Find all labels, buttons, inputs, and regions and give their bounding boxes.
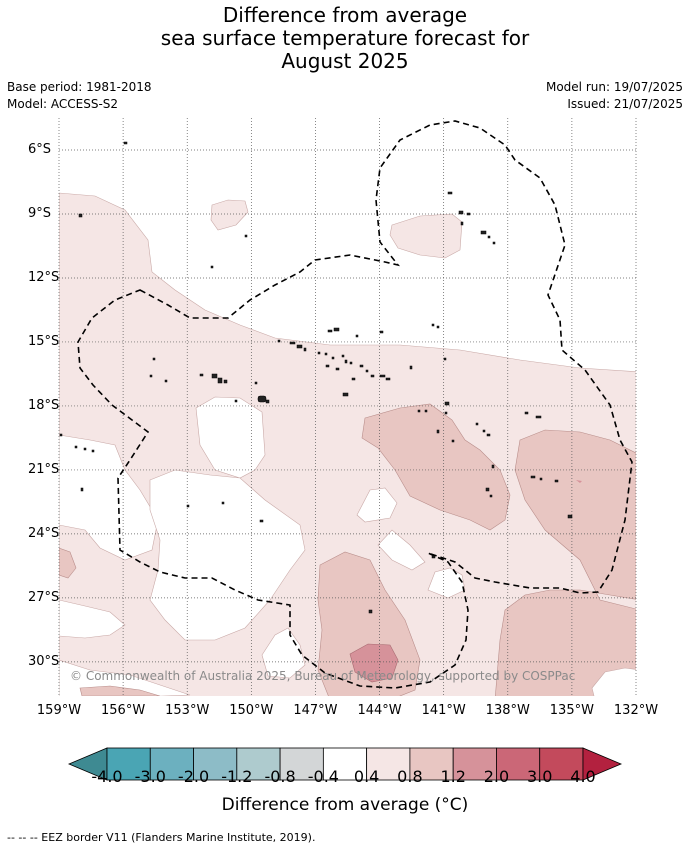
islands — [59, 141, 573, 614]
colorbar-tick-label: -1.2 — [221, 767, 253, 786]
colorbar-extend-high — [582, 747, 623, 781]
near-average-area-south — [261, 627, 306, 679]
near-average-area-southwest — [59, 599, 126, 639]
colorbar-segment — [539, 747, 584, 781]
model-name: Model: ACCESS-S2 — [7, 97, 119, 111]
colorbar-tick-label: 2.0 — [483, 767, 510, 786]
map-title: Difference from average sea surface temp… — [0, 4, 690, 73]
colorbar-segment — [322, 747, 368, 781]
base-period: Base period: 1981-2018 — [7, 80, 152, 94]
meta-left: Base period: 1981-2018 Model: ACCESS-S2 — [7, 79, 152, 113]
colorbar-title: Difference from average (°C) — [221, 795, 469, 815]
longitude-label: 153°W — [165, 703, 210, 718]
latitude-label: 27°S — [28, 589, 60, 605]
colorbar-tick-label: 0.4 — [353, 767, 380, 786]
title-line-1: Difference from average — [222, 3, 468, 27]
longitude-label: 159°W — [36, 703, 82, 718]
colorbar-tick-label: -0.4 — [307, 767, 339, 786]
near-average-hole-east-2 — [377, 529, 426, 571]
anomaly-mid-region-east — [361, 403, 511, 531]
colorbar-tick-label: -4.0 — [91, 767, 123, 786]
latitude-label: 21°S — [28, 461, 60, 477]
near-average-hole-southeast — [591, 667, 636, 696]
latitude-label: 6°S — [28, 141, 52, 157]
title-line-3: August 2025 — [281, 49, 409, 73]
title-line-2: sea surface temperature forecast for — [160, 26, 530, 50]
colorbar-tick-label: 1.2 — [440, 767, 466, 786]
anomaly-strong-region — [349, 643, 399, 683]
longitude-label: 156°W — [101, 703, 146, 718]
copyright-notice: © Commonwealth of Australia 2025, Bureau… — [70, 669, 576, 683]
longitude-label: 144°W — [357, 703, 402, 718]
colorbar-tick-label: 0.8 — [397, 767, 423, 786]
colorbar-tick-label: -0.8 — [264, 767, 296, 786]
eez-border — [77, 120, 633, 689]
longitude-label: 132°W — [613, 703, 659, 718]
near-average-area-south-central — [149, 469, 306, 641]
near-average-area-central — [195, 396, 266, 479]
latitude-label: 18°S — [28, 397, 60, 413]
colorbar-tick-label: 4.0 — [570, 767, 596, 786]
near-average-area-west — [59, 434, 159, 561]
eez-legend-note: -- -- -- EEZ border V11 (Flanders Marine… — [7, 831, 316, 844]
issued-date: Issued: 21/07/2025 — [567, 97, 683, 111]
longitude-label: 138°W — [485, 703, 530, 718]
colorbar-segment — [236, 747, 281, 781]
latitude-label: 12°S — [28, 269, 60, 285]
colorbar-segment — [452, 747, 497, 781]
map-gridlines — [58, 118, 637, 696]
longitude-label: 141°W — [421, 703, 466, 718]
longitude-label: 147°W — [293, 703, 338, 718]
latitude-label: 24°S — [28, 525, 60, 541]
meta-right: Model run: 19/07/2025 Issued: 21/07/2025 — [546, 79, 683, 113]
anomaly-light-patch-north — [210, 199, 249, 231]
latitude-label: 9°S — [28, 205, 52, 221]
anomaly-mid-patch-west — [59, 547, 77, 579]
near-average-hole-east-3 — [427, 567, 466, 599]
colorbar-tick-label: -3.0 — [134, 767, 166, 786]
anomaly-mid-patch-southwest — [79, 685, 161, 696]
anomaly-strong-speck — [576, 480, 582, 483]
colorbar-tick-label: -2.0 — [177, 767, 210, 786]
longitude-label: 135°W — [549, 703, 594, 718]
anomaly-mid-region-far-east — [495, 429, 636, 696]
latitude-label: 15°S — [28, 333, 60, 349]
model-run: Model run: 19/07/2025 — [545, 80, 683, 94]
latitude-label: 30°S — [28, 653, 60, 669]
near-average-hole-east-1 — [356, 487, 398, 523]
colorbar-segment — [106, 747, 151, 781]
colorbar-tick-label: 3.0 — [526, 767, 553, 786]
longitude-label: 150°W — [229, 703, 274, 718]
